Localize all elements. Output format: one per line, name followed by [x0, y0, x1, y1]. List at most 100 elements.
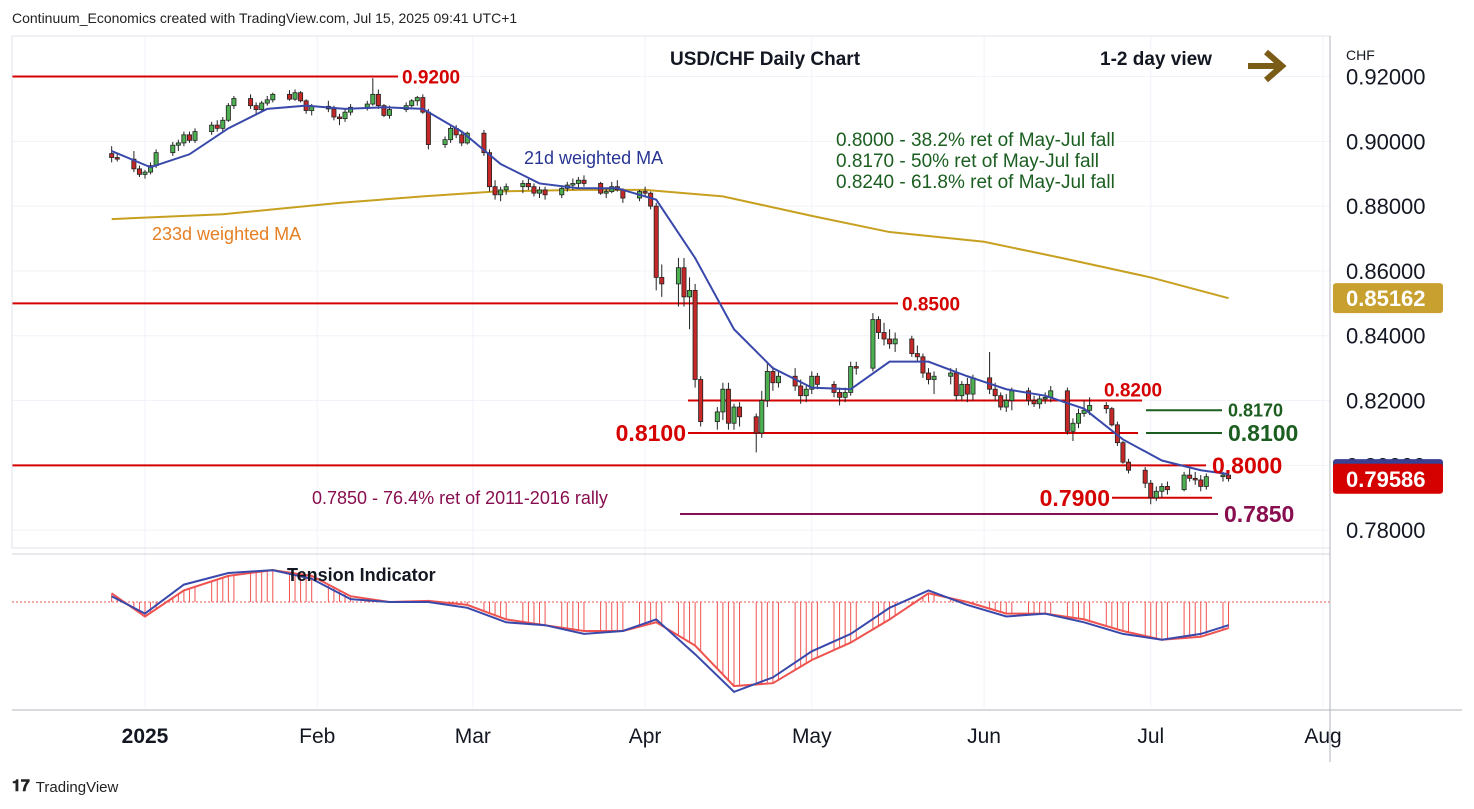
- candle-body: [220, 119, 226, 129]
- candle-body: [248, 98, 254, 107]
- candle-body: [570, 183, 576, 186]
- candle-body: [1064, 390, 1070, 432]
- candle-body: [698, 379, 704, 423]
- candle-body: [537, 189, 543, 194]
- ma21-label: 21d weighted MA: [524, 148, 663, 168]
- candle-body: [170, 144, 176, 154]
- candle-body: [731, 406, 737, 424]
- candle-body: [659, 277, 665, 285]
- candle-body: [1203, 476, 1209, 487]
- candle-body: [848, 366, 854, 393]
- candle-body: [575, 179, 581, 184]
- candle-body: [798, 385, 804, 397]
- candle-body: [964, 383, 970, 395]
- candle-body: [725, 388, 731, 424]
- candle-body: [887, 338, 893, 345]
- candle-body: [148, 165, 154, 173]
- candle-body: [892, 338, 898, 345]
- price-badge: [1333, 283, 1443, 314]
- candle-body: [1126, 461, 1132, 471]
- candle-body: [1070, 422, 1076, 432]
- candlestick-series: [109, 78, 1232, 505]
- candle-body: [814, 375, 820, 385]
- candle-body: [225, 105, 231, 121]
- candle-body: [714, 411, 720, 423]
- tension-line: [111, 569, 1229, 694]
- candle-body: [1120, 442, 1126, 463]
- candle-body: [442, 139, 448, 145]
- candle-body: [298, 92, 304, 102]
- x-tick-label: 2025: [122, 725, 169, 748]
- candle-body: [764, 370, 770, 401]
- candle-body: [381, 105, 387, 116]
- candle-body: [414, 97, 420, 102]
- y-tick-label: 0.88000: [1346, 194, 1426, 219]
- candle-body: [648, 192, 654, 207]
- y-tick-label: 0.78000: [1346, 518, 1426, 543]
- candle-body: [264, 99, 270, 104]
- candle-body: [1003, 400, 1009, 408]
- candle-body: [953, 372, 959, 397]
- candle-body: [175, 142, 181, 146]
- candle-body: [409, 100, 415, 107]
- candle-body: [375, 93, 381, 107]
- x-tick-label: Jul: [1137, 725, 1164, 748]
- tradingview-logo-icon: 𝟏𝟕: [12, 778, 30, 795]
- candle-body: [737, 406, 743, 418]
- candle-body: [387, 109, 392, 116]
- candle-body: [214, 124, 220, 129]
- candle-body: [181, 134, 187, 144]
- candle-body: [1226, 474, 1232, 480]
- candle-body: [231, 98, 237, 107]
- grid-lines: [12, 36, 1330, 708]
- candle-body: [1198, 479, 1204, 487]
- candle-body: [853, 366, 859, 369]
- candle-body: [1026, 390, 1031, 401]
- candle-body: [1181, 474, 1187, 491]
- candle-body: [909, 338, 915, 354]
- axes: 0.92000 0.90000 0.88000 0.86000 0.84000 0.820…: [11, 35, 1462, 762]
- candle-body: [209, 124, 215, 132]
- fib-note: 0.8170 - 50% ret of May-Jul fall: [836, 151, 1099, 172]
- candle-body: [292, 92, 298, 100]
- candle-body: [925, 372, 931, 380]
- candle-body: [253, 105, 259, 110]
- candle-body: [1159, 486, 1165, 492]
- tension-signal-line: [111, 569, 1229, 688]
- candle-body: [525, 183, 531, 188]
- y-tick-label: 0.90000: [1346, 129, 1426, 154]
- candle-body: [331, 108, 337, 118]
- candle-body: [109, 153, 115, 158]
- fib-7850-note: 0.7850 - 76.4% ret of 2011-2016 rally: [312, 488, 608, 508]
- candle-body: [520, 183, 526, 188]
- ma233-label: 233d weighted MA: [152, 224, 301, 244]
- ma21-path: [111, 104, 1229, 476]
- right-target-label: 0.8100: [1228, 420, 1298, 446]
- candle-body: [131, 158, 137, 170]
- candle-body: [336, 116, 342, 120]
- candle-body: [531, 186, 537, 194]
- price-badge-label: 0.79586: [1346, 467, 1426, 492]
- candle-body: [459, 134, 465, 144]
- candle-body: [931, 375, 937, 380]
- candle-body: [998, 395, 1004, 408]
- candle-body: [342, 111, 348, 120]
- currency-label: CHF: [1346, 47, 1375, 63]
- candle-body: [259, 102, 265, 110]
- candle-body: [1042, 396, 1048, 400]
- candle-body: [1187, 474, 1193, 479]
- candle-body: [542, 189, 548, 196]
- candle-body: [687, 289, 693, 298]
- x-tick-label: Aug: [1304, 725, 1341, 748]
- candle-body: [809, 375, 815, 390]
- candle-body: [448, 127, 454, 141]
- right-target-label: 0.8000: [1212, 452, 1282, 478]
- candle-body: [420, 97, 426, 113]
- candle-body: [370, 93, 376, 105]
- candle-body: [770, 370, 776, 384]
- candle-body: [970, 377, 976, 395]
- x-tick-label: Feb: [299, 725, 335, 748]
- tradingview-logo[interactable]: 𝟏𝟕 TradingView: [12, 778, 118, 796]
- fib-note: 0.8000 - 38.2% ret of May-Jul fall: [836, 130, 1115, 151]
